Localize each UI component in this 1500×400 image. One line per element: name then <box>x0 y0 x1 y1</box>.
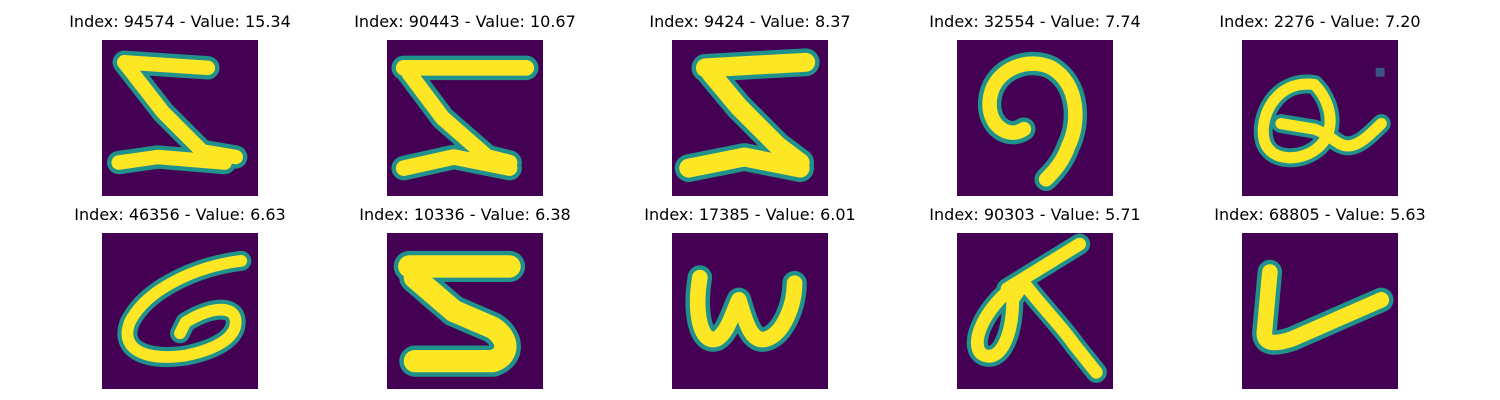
subplot-6: Index: 46356 - Value: 6.63 <box>50 205 310 395</box>
letter-w-glyph <box>672 233 828 389</box>
subplot-title: Index: 68805 - Value: 5.63 <box>1214 205 1426 224</box>
subplot-title: Index: 46356 - Value: 6.63 <box>74 205 286 224</box>
digit-image <box>102 40 258 196</box>
digit-image <box>387 233 543 389</box>
digit-image <box>672 233 828 389</box>
subplot-7: Index: 10336 - Value: 6.38 <box>335 205 595 395</box>
letter-L-like-glyph <box>1242 233 1398 389</box>
letter-G-like-glyph <box>102 233 258 389</box>
subplot-title: Index: 10336 - Value: 6.38 <box>359 205 571 224</box>
digit-image <box>672 40 828 196</box>
digit-image <box>1242 40 1398 196</box>
digit-image <box>387 40 543 196</box>
subplot-9: Index: 90303 - Value: 5.71 <box>905 205 1165 395</box>
digit-image <box>957 40 1113 196</box>
subplot-2: Index: 90443 - Value: 10.67 <box>335 12 595 202</box>
digit-image <box>102 233 258 389</box>
digit-5-like-glyph <box>672 40 828 196</box>
digit-9-like-glyph <box>957 40 1113 196</box>
subplot-title: Index: 90443 - Value: 10.67 <box>354 12 576 31</box>
subplot-1: Index: 94574 - Value: 15.34 <box>50 12 310 202</box>
letter-a-like-glyph <box>1242 40 1398 196</box>
script-a-glyph <box>957 233 1113 389</box>
subplot-title: Index: 90303 - Value: 5.71 <box>929 205 1141 224</box>
subplot-10: Index: 68805 - Value: 5.63 <box>1190 205 1450 395</box>
subplot-title: Index: 2276 - Value: 7.20 <box>1219 12 1421 31</box>
subplot-5: Index: 2276 - Value: 7.20 <box>1190 12 1450 202</box>
digit-5-like-glyph <box>102 40 258 196</box>
subplot-title: Index: 17385 - Value: 6.01 <box>644 205 856 224</box>
subplot-8: Index: 17385 - Value: 6.01 <box>620 205 880 395</box>
digit-image <box>1242 233 1398 389</box>
subplot-4: Index: 32554 - Value: 7.74 <box>905 12 1165 202</box>
subplot-3: Index: 9424 - Value: 8.37 <box>620 12 880 202</box>
digit-5-like-glyph <box>387 40 543 196</box>
subplot-title: Index: 94574 - Value: 15.34 <box>69 12 291 31</box>
subplot-title: Index: 32554 - Value: 7.74 <box>929 12 1141 31</box>
subplot-title: Index: 9424 - Value: 8.37 <box>649 12 851 31</box>
digit-5-like-glyph <box>387 233 543 389</box>
digit-image <box>957 233 1113 389</box>
